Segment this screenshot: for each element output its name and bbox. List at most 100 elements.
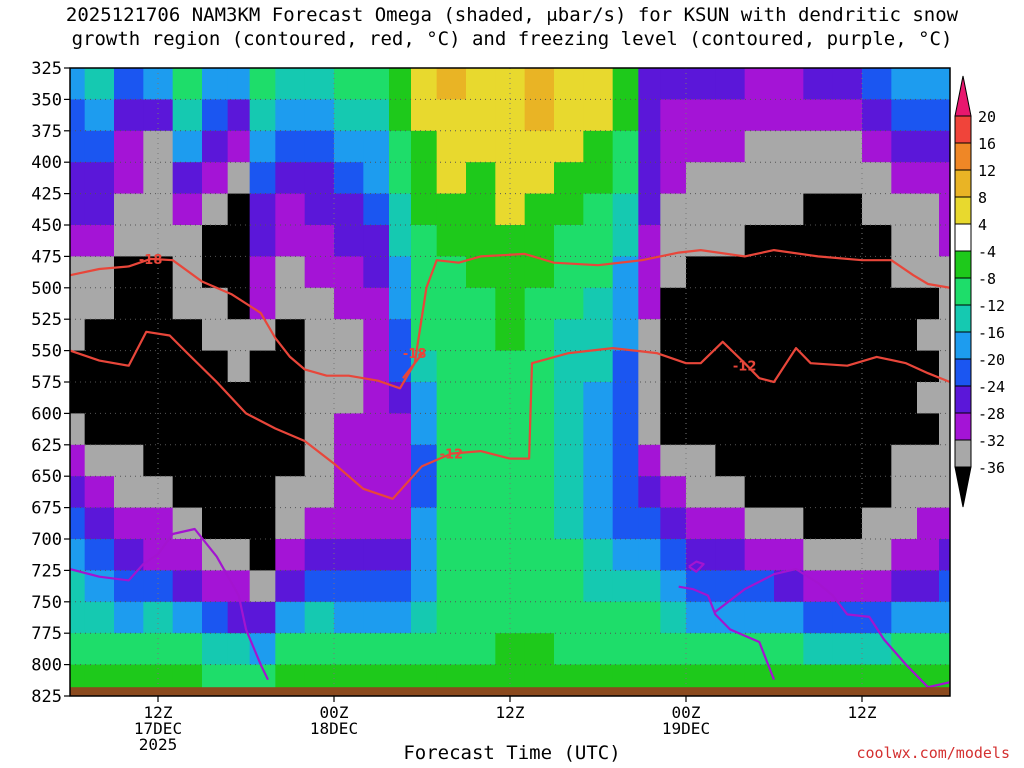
- omega-cell: [638, 382, 661, 414]
- omega-cell: [686, 193, 716, 226]
- pressure-tick-label: 725: [31, 561, 62, 581]
- pressure-tick-label: 475: [31, 247, 62, 267]
- omega-cell: [686, 507, 716, 540]
- omega-cell: [436, 570, 467, 603]
- chart-title-line-1: 2025121706 NAM3KM Forecast Omega (shaded…: [65, 4, 959, 26]
- freezing-level-contour: [678, 585, 776, 681]
- omega-cell: [686, 287, 716, 320]
- omega-cell: [249, 99, 276, 132]
- omega-cell: [583, 256, 614, 289]
- omega-cell: [389, 130, 412, 163]
- omega-cell: [172, 413, 203, 446]
- contour-lines: -18 -18 -12 -12: [70, 249, 950, 689]
- omega-cell: [715, 287, 746, 320]
- omega-cell: [411, 413, 438, 446]
- omega-cell: [227, 193, 251, 226]
- omega-cell: [202, 287, 229, 320]
- omega-cell: [334, 476, 364, 509]
- omega-cell: [744, 99, 775, 132]
- omega-cell: [466, 130, 496, 163]
- omega-cell: [803, 633, 834, 666]
- omega-cell: [917, 633, 940, 666]
- omega-cell: [227, 68, 251, 100]
- omega-cell: [304, 539, 335, 571]
- omega-cell: [891, 225, 918, 257]
- omega-cell: [114, 130, 144, 163]
- omega-cell: [803, 162, 834, 195]
- colorbar-swatch: [954, 331, 972, 360]
- omega-shading: [70, 68, 950, 696]
- omega-cell: [436, 601, 467, 634]
- omega-cell: [114, 476, 144, 509]
- omega-cell: [744, 476, 775, 509]
- omega-cell: [715, 382, 746, 414]
- omega-cell: [304, 382, 335, 414]
- omega-cell: [363, 382, 390, 414]
- omega-cell: [862, 350, 892, 383]
- omega-cell: [891, 476, 918, 509]
- omega-cell: [660, 476, 687, 509]
- omega-cell: [891, 539, 918, 571]
- omega-cell: [891, 413, 918, 446]
- omega-cell: [389, 507, 412, 540]
- omega-cell: [803, 193, 834, 226]
- omega-cell: [436, 287, 467, 320]
- omega-cell: [70, 570, 86, 603]
- omega-cell: [524, 539, 555, 571]
- omega-cell: [84, 99, 115, 132]
- omega-cell: [304, 162, 335, 195]
- omega-cell: [227, 162, 251, 195]
- omega-cell: [612, 99, 639, 132]
- omega-cell: [891, 382, 918, 414]
- omega-cell: [744, 382, 775, 414]
- omega-cell: [832, 507, 863, 540]
- omega-cell: [524, 99, 555, 132]
- omega-cell: [389, 444, 412, 477]
- omega-cell: [832, 130, 863, 163]
- omega-cell: [660, 507, 687, 540]
- omega-cell: [917, 444, 940, 477]
- omega-cell: [524, 507, 555, 540]
- omega-cell: [466, 476, 496, 509]
- omega-cell: [583, 601, 614, 634]
- omega-cell: [638, 476, 661, 509]
- omega-cell: [917, 570, 940, 603]
- omega-cell: [554, 162, 584, 195]
- omega-cell: [172, 287, 203, 320]
- omega-cell: [715, 633, 746, 666]
- omega-cell: [660, 633, 687, 666]
- omega-cell: [389, 601, 412, 634]
- omega-cell: [143, 130, 174, 163]
- omega-cell: [917, 130, 940, 163]
- colorbar-swatch: [954, 385, 972, 414]
- omega-cell: [939, 476, 950, 509]
- omega-cell: [202, 193, 229, 226]
- omega-cell: [917, 319, 940, 352]
- omega-cell: [774, 570, 804, 603]
- omega-cell: [70, 382, 86, 414]
- omega-cell: [744, 601, 775, 634]
- colorbar-label: -16: [978, 324, 1005, 342]
- omega-cell: [583, 570, 614, 603]
- omega-cell: [638, 539, 661, 571]
- time-tick-label: 2025: [139, 735, 178, 754]
- omega-cell: [436, 99, 467, 132]
- omega-cell: [466, 287, 496, 320]
- omega-cell: [172, 319, 203, 352]
- omega-cell: [143, 570, 174, 603]
- omega-cell: [114, 539, 144, 571]
- omega-cell: [466, 193, 496, 226]
- omega-cell: [524, 350, 555, 383]
- omega-cell: [363, 68, 390, 100]
- omega-cell: [744, 413, 775, 446]
- omega-cell: [686, 382, 716, 414]
- omega-cell: [334, 162, 364, 195]
- omega-cell: [917, 413, 940, 446]
- omega-cell: [202, 68, 229, 100]
- omega-cell: [917, 350, 940, 383]
- colorbar-swatch: [954, 223, 972, 252]
- omega-cell: [172, 162, 203, 195]
- omega-cell: [660, 99, 687, 132]
- omega-cell: [84, 601, 115, 634]
- omega-cell: [334, 130, 364, 163]
